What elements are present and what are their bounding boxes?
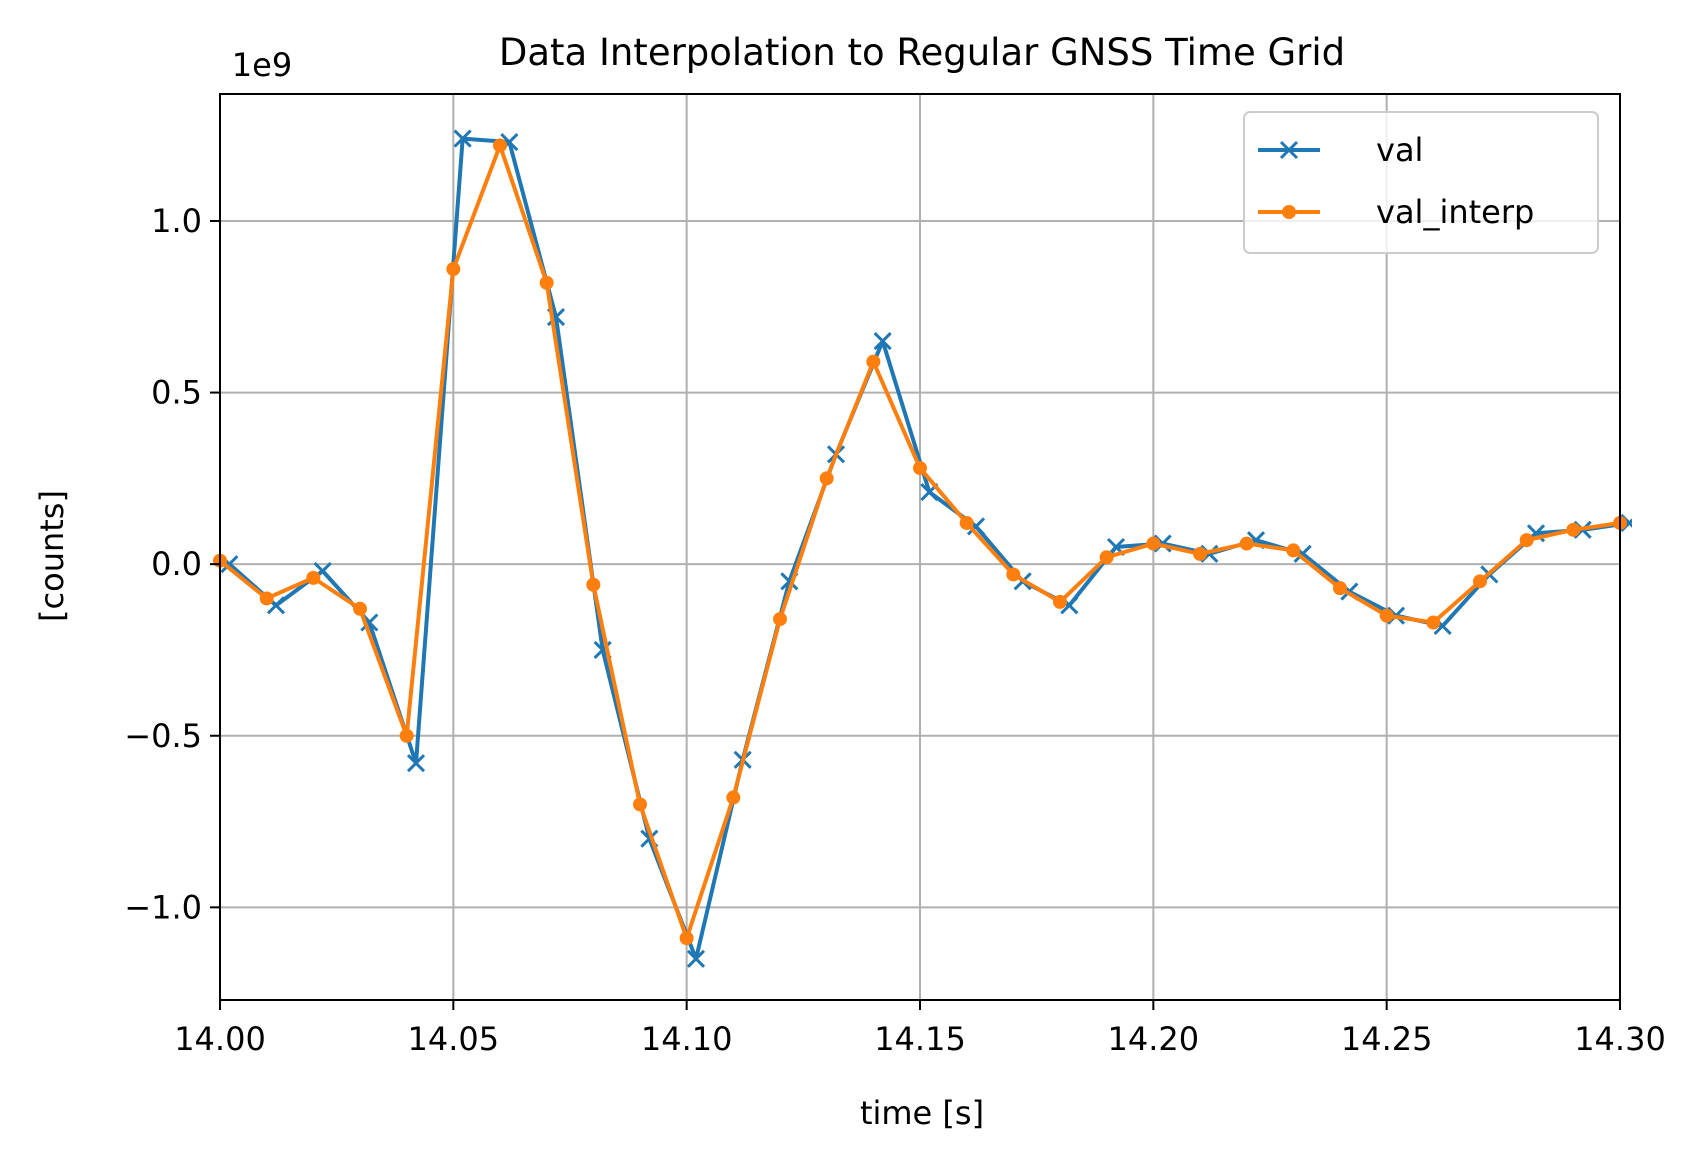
data-point-val_interp (1146, 536, 1161, 551)
data-point-val_interp (633, 797, 647, 812)
data-point-val_interp (1239, 536, 1254, 551)
chart-title: Data Interpolation to Regular GNSS Time … (499, 31, 1345, 74)
x-tick-label: 14.25 (1341, 1020, 1433, 1058)
data-point-val_interp (353, 601, 367, 616)
x-tick-label: 14.20 (1108, 1020, 1200, 1058)
data-point-val_interp (259, 591, 274, 606)
y-tick-label: 0.5 (151, 374, 202, 412)
legend: val val_interp (1243, 111, 1599, 254)
data-point-val_interp (1286, 543, 1301, 558)
data-point-val (686, 949, 706, 968)
series-layer (213, 129, 1632, 968)
y-tick-label: 0.0 (151, 545, 202, 583)
data-point-val_interp (679, 931, 694, 946)
legend-marker (1279, 140, 1299, 160)
legend-box (1243, 111, 1599, 254)
y-axis-label: [counts] (33, 490, 71, 622)
data-point-val_interp (1099, 550, 1114, 565)
x-axis: 14.00 14.05 14.10 14.15 14.20 14.25 14.30 (174, 1000, 1666, 1058)
data-point-val_interp (539, 275, 554, 290)
y-tick-label: −0.5 (124, 717, 202, 755)
x-tick-label: 14.00 (174, 1020, 266, 1058)
x-tick-label: 14.15 (874, 1020, 966, 1058)
data-point-val (873, 332, 892, 351)
y-axis-scale-label: 1e9 (232, 46, 292, 84)
data-point-val_interp (1566, 522, 1581, 537)
data-point-val_interp (306, 570, 321, 585)
data-point-val_interp (1473, 574, 1487, 589)
y-axis: −1.0 −0.5 0.0 0.5 1.0 (124, 202, 220, 926)
data-point-val_interp (866, 354, 881, 369)
data-point-val_interp (819, 471, 834, 486)
data-point-val (453, 129, 472, 148)
data-point-val_interp (1333, 581, 1347, 596)
data-point-val_interp (1426, 615, 1441, 630)
data-point-val_interp (1053, 594, 1067, 609)
y-tick-label: −1.0 (124, 888, 202, 926)
data-point-val_interp (726, 790, 741, 805)
data-point-val_interp (493, 138, 507, 153)
data-point-val_interp (446, 262, 461, 277)
data-point-val (406, 754, 426, 773)
x-tick-label: 14.05 (408, 1020, 500, 1058)
legend-label: val_interp (1376, 193, 1534, 231)
data-point-val_interp (1006, 567, 1021, 582)
x-axis-label: time [s] (860, 1094, 984, 1132)
series-val_interp (213, 138, 1627, 946)
data-point-val_interp (959, 515, 974, 530)
data-point-val_interp (1193, 546, 1207, 561)
x-tick-label: 14.30 (1574, 1020, 1666, 1058)
legend-item-val_interp: val_interp (1258, 193, 1534, 231)
legend-item-val: val (1258, 131, 1423, 169)
data-point-val_interp (1519, 533, 1534, 548)
data-point-val_interp (773, 612, 787, 627)
data-point-val_interp (586, 577, 601, 592)
data-point-val_interp (399, 728, 414, 743)
x-tick-label: 14.10 (641, 1020, 733, 1058)
legend-marker (1282, 205, 1296, 219)
data-point-val_interp (1379, 608, 1394, 623)
legend-label: val (1376, 131, 1423, 169)
data-point-val_interp (913, 461, 927, 476)
y-tick-label: 1.0 (151, 202, 202, 240)
